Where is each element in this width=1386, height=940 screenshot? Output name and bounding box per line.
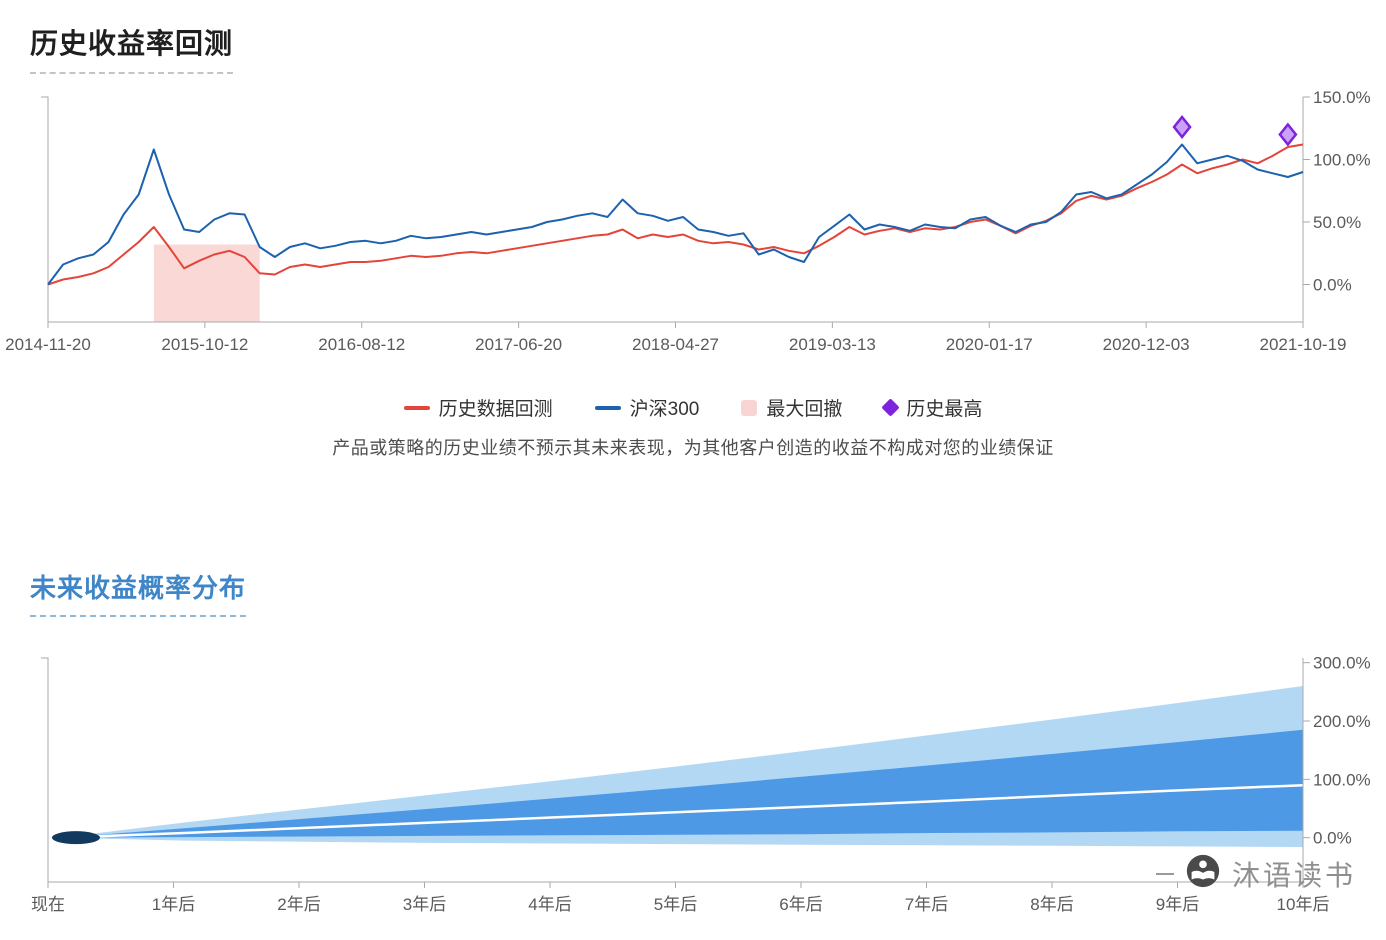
future-chart-title: 未来收益概率分布 [30,568,247,617]
axis-tick-label: 100.0% [1313,151,1371,170]
legend-area-swatch [741,399,758,416]
axis-tick-label: 2019-03-13 [789,335,876,354]
axis-tick-label: 2014-11-20 [5,335,91,354]
legend-item-2[interactable]: 沪深300 [594,394,700,421]
legend-item-3[interactable]: 最大回撤 [741,394,842,421]
axis-tick-label: 200.0% [1313,712,1371,731]
axis-tick-label: 2017-06-20 [475,335,562,354]
axis-tick-label: 10年后 [1277,895,1330,914]
watermark-logo-icon [1184,852,1222,895]
legend-line-swatch [594,405,621,410]
axis-tick-label: 1年后 [152,895,195,914]
legend-line-swatch [403,405,430,410]
legend-label: 历史数据回测 [438,399,553,420]
axis-tick-label: 4年后 [528,895,571,914]
median-line [59,783,1304,839]
axis-tick-label: 2020-12-03 [1103,335,1190,354]
legend-item-1[interactable]: 历史数据回测 [403,394,553,421]
watermark-text: 沐语读书 [1231,859,1356,891]
axis-tick-label: 100.0% [1313,770,1371,789]
watermark-line [1155,872,1174,875]
disclaimer-text: 产品或策略的历史业绩不预示其未来表现，为其他客户创造的收益不构成对您的业绩保证 [332,438,1054,458]
axis-tick-label: 9年后 [1156,895,1199,914]
history-high-marker [1172,114,1192,140]
legend-label: 历史最高 [906,399,983,420]
axis-tick-label: 2015-10-12 [161,335,248,354]
legend-diamond-swatch [881,398,901,417]
axis-tick-label: 6年后 [779,895,822,914]
axis-tick-label: 150.0% [1313,88,1371,107]
chart-legend: 历史数据回测 沪深300 最大回撤 历史最高 [0,394,1386,421]
axis-tick-label: 2年后 [277,895,320,914]
axis-tick-label: 8年后 [1030,895,1073,914]
axis-tick-label: 3年后 [403,895,446,914]
history-high-marker [1278,122,1298,147]
probability-band-inner [60,729,1303,838]
axis-tick-label: 0.0% [1313,829,1352,848]
distribution-start-blob [52,831,100,845]
axis-tick-label: 7年后 [905,895,948,914]
axis-tick-label: 0.0% [1313,276,1352,295]
axis-tick-label: 2021-10-19 [1260,335,1347,354]
legend-label: 沪深300 [629,399,700,420]
backtest-line [47,143,1304,286]
legend-label: 最大回撤 [766,399,843,420]
axis-tick-label: 2018-04-27 [632,335,719,354]
axis-tick-label: 2020-01-17 [946,335,1033,354]
axis-tick-label: 50.0% [1313,213,1361,232]
axis-tick-label: 300.0% [1313,654,1371,673]
history-chart-title: 历史收益率回测 [30,22,234,74]
legend-item-4[interactable]: 历史最高 [881,394,983,421]
watermark: 沐语读书 [1155,852,1356,895]
axis-tick-label: 5年后 [654,895,697,914]
csi300-line [47,143,1304,286]
axis-tick-label: 现在 [31,895,65,914]
axis-tick-label: 2016-08-12 [318,335,405,354]
